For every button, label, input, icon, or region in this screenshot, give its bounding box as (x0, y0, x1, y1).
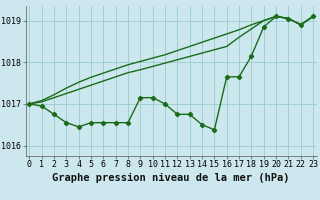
X-axis label: Graphe pression niveau de la mer (hPa): Graphe pression niveau de la mer (hPa) (52, 173, 290, 183)
